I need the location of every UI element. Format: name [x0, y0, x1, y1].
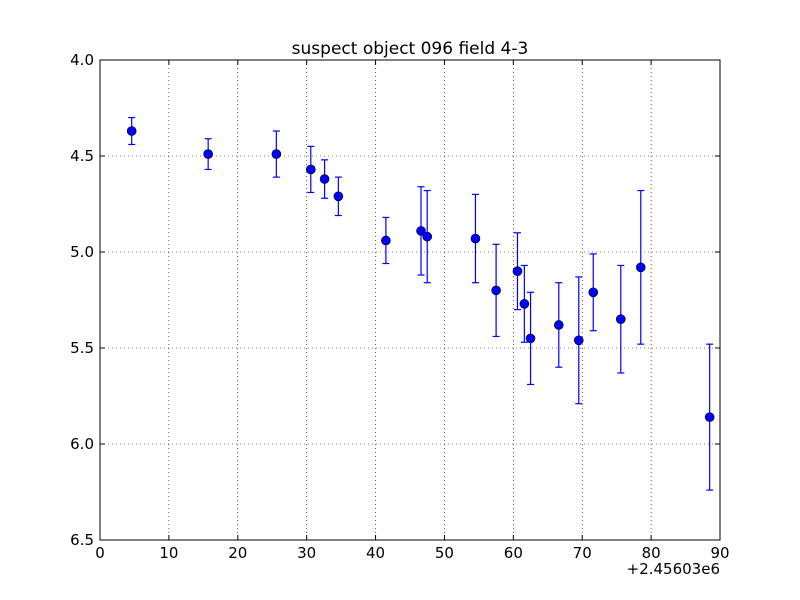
data-point — [704, 412, 715, 422]
plot-area — [100, 60, 720, 540]
data-point — [305, 164, 316, 175]
x-tick-label: 10 — [159, 544, 178, 562]
data-point — [615, 314, 626, 325]
x-tick-label: 30 — [297, 544, 316, 562]
x-tick-label: 0 — [95, 544, 105, 562]
plot-frame — [99, 59, 721, 541]
data-point — [519, 299, 530, 309]
data-point — [319, 174, 330, 184]
y-tick-label: 4.5 — [70, 147, 94, 165]
x-tick-label: 60 — [504, 544, 523, 562]
data-point — [525, 333, 536, 344]
chart-title: suspect object 096 field 4-3 — [292, 39, 529, 59]
y-tick-label: 6.0 — [70, 435, 94, 453]
data-point — [422, 231, 433, 242]
data-point — [470, 233, 481, 244]
data-point — [333, 191, 344, 202]
x-offset-label: +2.45603e6 — [627, 560, 720, 578]
data-point — [635, 262, 646, 273]
data-point — [573, 335, 584, 346]
x-tick-label: 20 — [228, 544, 247, 562]
data-point — [416, 226, 426, 236]
data-point — [588, 287, 599, 298]
axis-ticks: 0 10 20 30 40 50 60 70 80 90 4.0 4.5 5.0 5.5 6.0 6.5 — [70, 51, 729, 562]
y-tick-label: 5.5 — [70, 339, 94, 357]
data-point — [553, 320, 564, 330]
data-point — [491, 285, 501, 296]
x-tick-label: 50 — [435, 544, 454, 562]
data-points — [126, 126, 715, 422]
y-tick-label: 6.5 — [70, 531, 94, 549]
data-point — [271, 149, 282, 159]
data-point — [512, 266, 523, 277]
data-point — [126, 126, 137, 136]
y-tick-label: 5.0 — [70, 243, 94, 261]
x-tick-label: 40 — [366, 544, 385, 562]
x-tick-label: 90 — [710, 544, 729, 562]
x-tick-label: 80 — [642, 544, 661, 562]
y-tick-label: 4.0 — [70, 51, 94, 69]
data-point — [381, 235, 391, 246]
x-tick-label: 70 — [573, 544, 592, 562]
data-point — [203, 149, 213, 159]
